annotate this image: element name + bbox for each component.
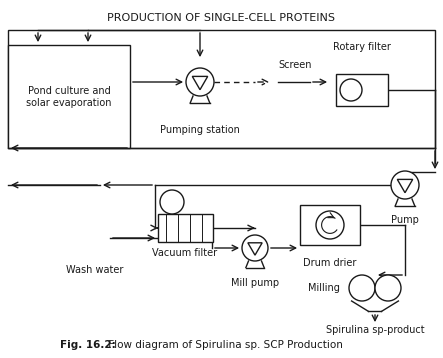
Text: Milling: Milling (308, 283, 340, 293)
Text: Rotary filter: Rotary filter (333, 42, 391, 52)
Circle shape (340, 79, 362, 101)
Bar (8, 30, 435, 148)
Circle shape (391, 171, 419, 199)
Circle shape (186, 68, 214, 96)
Text: Mill pump: Mill pump (231, 278, 279, 288)
Text: Pump: Pump (391, 215, 419, 225)
Circle shape (160, 190, 184, 214)
Polygon shape (397, 179, 413, 193)
Text: Vacuum filter: Vacuum filter (152, 248, 218, 258)
Circle shape (316, 211, 344, 239)
Bar (158, 214, 213, 242)
Text: Spirulina sp-product: Spirulina sp-product (326, 325, 424, 335)
Circle shape (242, 235, 268, 261)
Polygon shape (248, 243, 262, 255)
Text: Screen: Screen (278, 60, 311, 70)
Circle shape (349, 275, 375, 301)
Bar (300, 205, 360, 245)
Bar (336, 74, 388, 106)
Circle shape (375, 275, 401, 301)
Text: Fig. 16.2:: Fig. 16.2: (60, 340, 116, 350)
Text: Flow diagram of Spirulina sp. SCP Production: Flow diagram of Spirulina sp. SCP Produc… (105, 340, 343, 350)
Text: Pond culture and
solar evaporation: Pond culture and solar evaporation (26, 86, 112, 108)
Text: PRODUCTION OF SINGLE-CELL PROTEINS: PRODUCTION OF SINGLE-CELL PROTEINS (107, 13, 335, 23)
Bar (8, 45, 130, 148)
Text: Drum drier: Drum drier (303, 258, 357, 268)
Text: Pumping station: Pumping station (160, 125, 240, 135)
Polygon shape (192, 76, 208, 90)
Text: Wash water: Wash water (66, 265, 124, 275)
